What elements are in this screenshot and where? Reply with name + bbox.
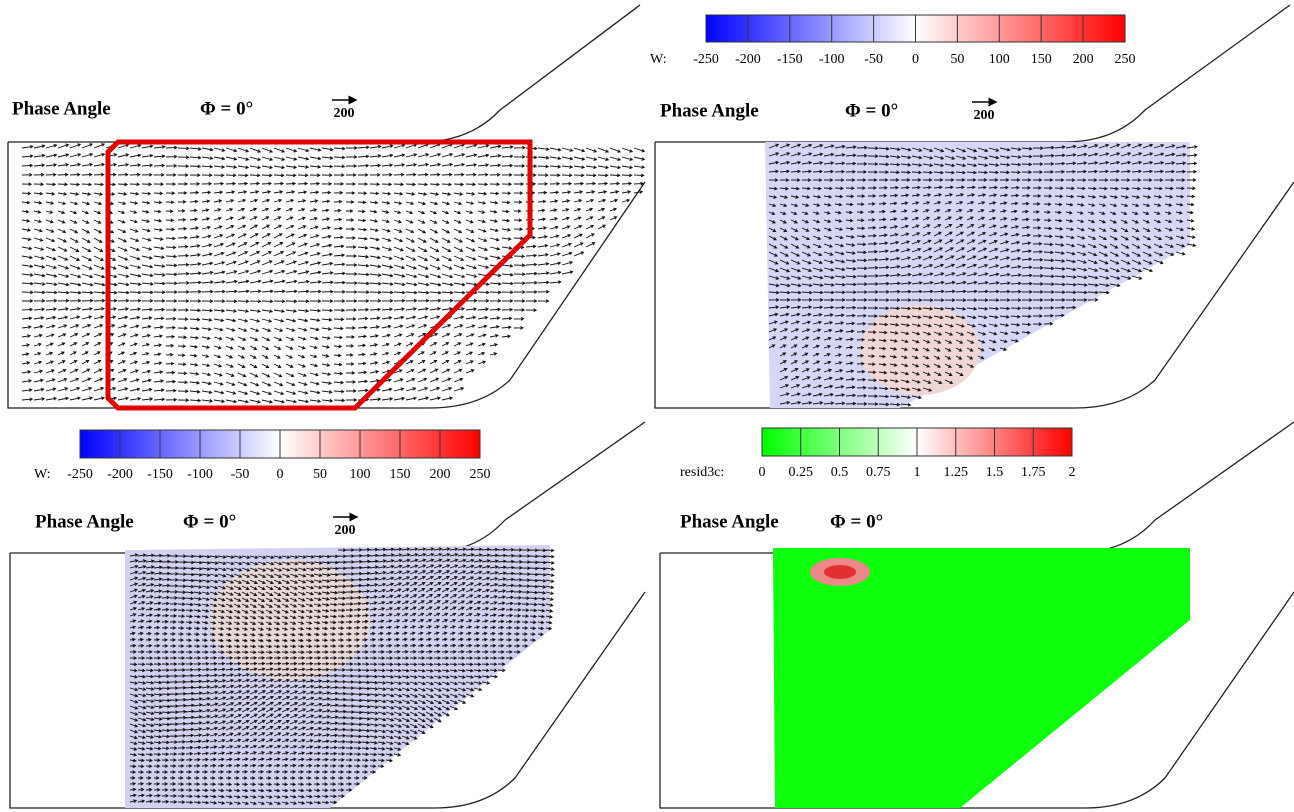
- colorbar-tick-label: 250: [1115, 52, 1136, 67]
- phase-angle: Φ = 0°: [830, 511, 883, 532]
- colorbar-tick-label: 1.75: [1021, 465, 1046, 480]
- scale-label: 200: [974, 108, 995, 123]
- colorbar-label: W:: [650, 52, 667, 67]
- colorbar-label: W:: [34, 467, 51, 482]
- highlight-region: [108, 142, 530, 408]
- colorbar-tick-label: -250: [67, 467, 93, 482]
- colorbar-tick-label: 1.25: [944, 465, 969, 480]
- colorbar-tick-label: 1: [914, 465, 921, 480]
- colorbar-tick-label: 1.5: [986, 465, 1004, 480]
- colorbar-tick-label: 250: [470, 467, 491, 482]
- colorbar-tick-label: 0: [759, 465, 766, 480]
- colorbar-tick-label: -100: [187, 467, 213, 482]
- contour-fill: [773, 548, 1190, 808]
- colorbar-tick-label: -200: [107, 467, 133, 482]
- colorbar-tick-label: 50: [313, 467, 327, 482]
- scale-label: 200: [334, 106, 355, 121]
- colorbar-tick-label: 2: [1069, 465, 1076, 480]
- panel-title: Phase Angle: [680, 511, 779, 532]
- colorbar-tick-label: 150: [390, 467, 411, 482]
- panel-title: Phase Angle: [660, 100, 759, 121]
- colorbar-tick-label: 0.75: [866, 465, 891, 480]
- colorbar-tick-label: -50: [231, 467, 250, 482]
- colorbar-tick-label: -150: [147, 467, 173, 482]
- colorbar-tick-label: -250: [693, 52, 719, 67]
- colorbar-tick-label: 100: [989, 52, 1010, 67]
- panel-title: Phase Angle: [35, 511, 134, 532]
- figure: Phase AngleΦ = 0°200Phase AngleΦ = 0°200…: [0, 0, 1294, 812]
- colorbar-label: resid3c:: [680, 465, 724, 480]
- colorbar-tick-label: 0.25: [789, 465, 814, 480]
- colorbar-tick-label: -200: [735, 52, 761, 67]
- colorbar-tick-label: -100: [819, 52, 845, 67]
- vector-field: [22, 144, 644, 403]
- phase-angle: Φ = 0°: [183, 511, 236, 532]
- contour-fill: [765, 142, 1190, 408]
- colorbar-tick-label: 50: [950, 52, 964, 67]
- colorbar-tick-label: 0: [912, 52, 919, 67]
- phase-angle: Φ = 0°: [200, 98, 253, 119]
- colorbar-tick-label: 100: [350, 467, 371, 482]
- panel-title: Phase Angle: [12, 98, 111, 119]
- colorbar-tick-label: 150: [1031, 52, 1052, 67]
- colorbar-tick-label: 0.5: [831, 465, 849, 480]
- phase-angle: Φ = 0°: [845, 100, 898, 121]
- colorbar-tick-label: 200: [430, 467, 451, 482]
- contour-fill: [824, 565, 856, 579]
- colorbar-tick-label: 0: [277, 467, 284, 482]
- colorbar-tick-label: -150: [777, 52, 803, 67]
- scale-label: 200: [335, 523, 356, 538]
- colorbar-tick-label: 200: [1073, 52, 1094, 67]
- contour-fill: [210, 560, 370, 680]
- colorbar-tick-label: -50: [864, 52, 883, 67]
